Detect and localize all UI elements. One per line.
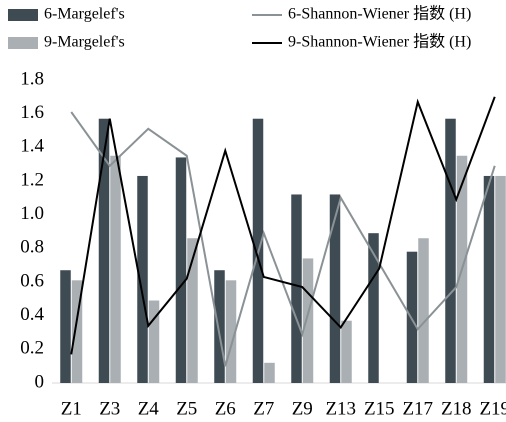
bar	[406, 251, 418, 383]
x-tick-label: Z7	[253, 398, 274, 419]
y-tick-label: 0.4	[20, 304, 44, 325]
x-tick-label: Z1	[61, 398, 82, 419]
bar	[175, 157, 187, 383]
legend-label: 9-Shannon-Wiener 指数 (H)	[288, 33, 471, 51]
legend-label: 6-Margelef's	[44, 6, 125, 23]
bar	[291, 194, 302, 383]
x-tick-label: Z17	[402, 398, 433, 419]
legend-swatch	[8, 9, 38, 21]
y-tick-label: 1.8	[20, 68, 44, 89]
bar	[341, 320, 352, 383]
x-tick-label: Z6	[215, 398, 236, 419]
bar	[60, 270, 71, 383]
x-tick-label: Z9	[292, 398, 313, 419]
y-tick-label: 1.4	[20, 136, 44, 157]
bar	[148, 300, 160, 383]
y-tick-label: 0	[35, 371, 45, 392]
bar	[71, 280, 83, 383]
x-tick-label: Z3	[99, 398, 120, 419]
bar	[225, 280, 237, 383]
legend-swatch	[8, 37, 38, 49]
bar	[418, 238, 429, 383]
x-tick-label: Z4	[138, 398, 160, 419]
line	[70, 96, 496, 355]
bar	[495, 175, 506, 383]
line	[70, 111, 496, 367]
y-tick-label: 1.0	[20, 203, 44, 224]
bar	[329, 194, 341, 383]
y-tick-label: 1.6	[20, 102, 44, 123]
x-tick-label: Z5	[176, 398, 197, 419]
x-tick-label: Z15	[364, 398, 395, 419]
bar	[302, 258, 314, 383]
bar	[187, 238, 198, 383]
bar	[368, 233, 379, 383]
bar	[264, 362, 275, 383]
y-tick-label: 0.8	[20, 237, 44, 258]
y-tick-label: 0.6	[20, 270, 44, 291]
bar	[214, 270, 225, 383]
y-tick-label: 0.2	[20, 338, 44, 359]
x-tick-label: Z18	[441, 398, 472, 419]
legend-label: 9-Margelef's	[44, 34, 125, 51]
x-tick-label: Z19	[479, 398, 506, 419]
bar	[445, 118, 456, 383]
legend-label: 6-Shannon-Wiener 指数 (H)	[288, 5, 471, 23]
bar	[483, 175, 495, 383]
bar	[98, 118, 110, 383]
bar	[137, 175, 148, 383]
bar	[110, 155, 121, 383]
y-tick-label: 1.2	[20, 169, 44, 190]
x-tick-label: Z13	[325, 398, 356, 419]
